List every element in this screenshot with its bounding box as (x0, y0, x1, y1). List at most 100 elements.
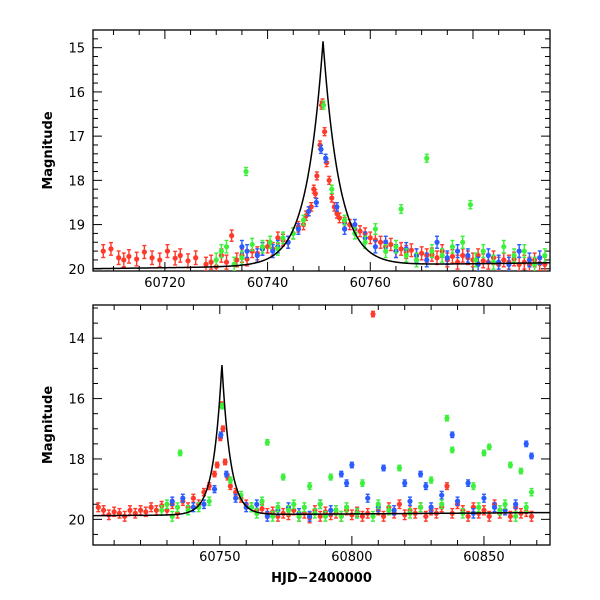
data-point (321, 129, 328, 135)
plot-area (93, 310, 550, 524)
data-point (507, 462, 513, 468)
data-point (239, 255, 245, 261)
data-point (365, 495, 371, 501)
series-3 (213, 100, 548, 271)
data-point (526, 257, 533, 263)
data-point (100, 507, 107, 513)
data-point (223, 471, 230, 477)
data-point (424, 257, 430, 263)
data-point (542, 252, 548, 259)
data-point (460, 252, 466, 259)
data-point (296, 513, 302, 519)
panel-1: 60720 60740 60760 60780 15 16 17 18 19 20 Magnitud… (41, 29, 551, 291)
y-tick-label: 17 (68, 130, 85, 145)
data-point (243, 504, 249, 510)
data-point (423, 483, 429, 489)
data-point (172, 255, 178, 261)
data-point (497, 507, 503, 513)
data-point (480, 248, 486, 254)
data-point (141, 249, 147, 255)
data-point (318, 146, 324, 152)
data-point (211, 471, 218, 477)
x-tick-label: 60780 (452, 276, 493, 291)
data-point (396, 465, 403, 471)
data-point (193, 255, 199, 261)
data-point (185, 258, 191, 264)
data-point (523, 504, 529, 510)
series-2 (239, 144, 543, 271)
data-point (280, 474, 286, 480)
data-point (218, 432, 224, 438)
data-point (95, 504, 101, 510)
plot-frame (92, 304, 551, 546)
data-point (476, 504, 482, 510)
data-point (454, 248, 461, 254)
data-point (264, 439, 270, 445)
y-tick-label: 20 (68, 513, 85, 528)
data-point (314, 173, 320, 179)
data-point (428, 504, 434, 510)
data-point (511, 252, 517, 259)
data-point (383, 239, 389, 245)
data-point (323, 155, 329, 161)
x-tick-label: 60740 (247, 276, 288, 291)
data-point (470, 483, 476, 489)
series-2 (169, 431, 535, 522)
data-point (528, 453, 535, 459)
data-point (449, 447, 455, 453)
data-point (502, 501, 508, 507)
data-point (434, 239, 440, 245)
data-point (164, 248, 171, 254)
data-point (449, 253, 456, 260)
data-point (126, 253, 132, 260)
data-point (428, 477, 434, 483)
model-curve (93, 41, 550, 270)
data-point (239, 244, 245, 250)
data-point (322, 513, 329, 519)
data-point (419, 250, 425, 256)
data-point (159, 507, 165, 513)
plot-area (93, 41, 550, 271)
data-point (264, 513, 270, 519)
data-point (342, 226, 348, 232)
data-point (338, 513, 344, 519)
x-tick-label: 60850 (463, 550, 504, 565)
data-point (334, 210, 340, 217)
data-point (333, 507, 339, 513)
data-point (417, 504, 424, 510)
data-point (223, 244, 230, 250)
data-point (169, 498, 175, 504)
data-point (177, 252, 183, 259)
data-point (174, 504, 181, 510)
data-point (375, 501, 381, 507)
data-point (312, 510, 318, 516)
data-point (460, 239, 466, 245)
x-axis-label: HJD−2400000 (271, 571, 372, 586)
data-point (300, 217, 307, 223)
data-point (134, 256, 140, 262)
data-point (157, 257, 163, 263)
data-point (329, 195, 335, 201)
data-point (211, 486, 218, 492)
data-point (234, 257, 240, 263)
data-point (149, 255, 155, 261)
model-curve (93, 364, 550, 517)
data-point (342, 217, 348, 223)
data-point (338, 471, 344, 477)
data-point (444, 415, 450, 421)
data-point (377, 239, 384, 245)
data-point (357, 228, 363, 234)
data-point (280, 235, 286, 241)
data-point (307, 513, 313, 519)
data-point (220, 426, 226, 432)
data-point (177, 450, 183, 456)
data-point (383, 248, 389, 254)
data-point (100, 248, 106, 254)
data-point (528, 489, 535, 495)
data-point (388, 241, 394, 248)
data-point (326, 177, 332, 183)
data-point (285, 507, 292, 513)
data-point (454, 498, 461, 504)
data-point (122, 513, 128, 519)
